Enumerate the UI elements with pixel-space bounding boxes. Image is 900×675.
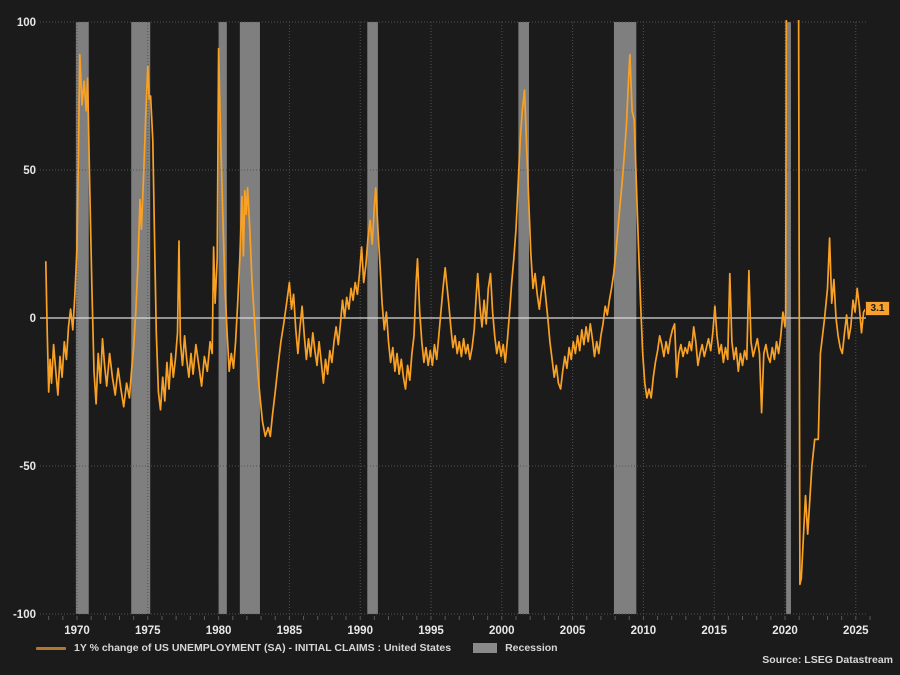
y-axis-tick-label: 50	[23, 165, 36, 177]
series-line	[44, 20, 866, 586]
chart-legend: 1Y % change of US UNEMPLOYMENT (SA) - IN…	[36, 642, 558, 654]
x-axis-tick-label: 2020	[772, 625, 798, 637]
horizontal-gridlines	[40, 21, 866, 615]
x-axis-tick-label: 1975	[135, 625, 161, 637]
x-axis-tick-label: 1980	[206, 625, 232, 637]
y-axis-tick-label: -100	[13, 609, 36, 621]
x-axis-tick-label: 2010	[631, 625, 657, 637]
x-axis-minor-ticks	[48, 616, 871, 620]
x-axis-tick-label: 2005	[560, 625, 586, 637]
x-axis-tick-label: 2015	[701, 625, 727, 637]
series-legend-label: 1Y % change of US UNEMPLOYMENT (SA) - IN…	[74, 642, 452, 654]
y-axis-tick-label: 0	[30, 313, 36, 325]
y-axis-tick-label: 100	[17, 17, 36, 29]
source-attribution: Source: LSEG Datastream	[762, 654, 893, 666]
last-value-badge: 3.1	[865, 301, 890, 316]
recession-legend-label: Recession	[505, 642, 558, 654]
series-group	[44, 20, 866, 586]
x-axis-tick-label: 2025	[843, 625, 869, 637]
x-axis-tick-label: 1970	[64, 625, 90, 637]
x-axis-tick-label: 2000	[489, 625, 515, 637]
series-line-swatch-icon	[36, 646, 66, 650]
y-axis-tick-label: -50	[19, 461, 36, 473]
x-axis-labels: 1970 1975 1980 1985 1990 1995 2000 2005 2010 2015…	[64, 625, 869, 637]
recession-swatch-icon	[473, 643, 498, 653]
x-axis-tick-label: 1995	[418, 625, 444, 637]
x-axis-tick-label: 1990	[347, 625, 373, 637]
x-axis-tick-label: 1985	[277, 625, 303, 637]
y-axis-labels: 100 50 0 -50 -100	[13, 17, 36, 621]
